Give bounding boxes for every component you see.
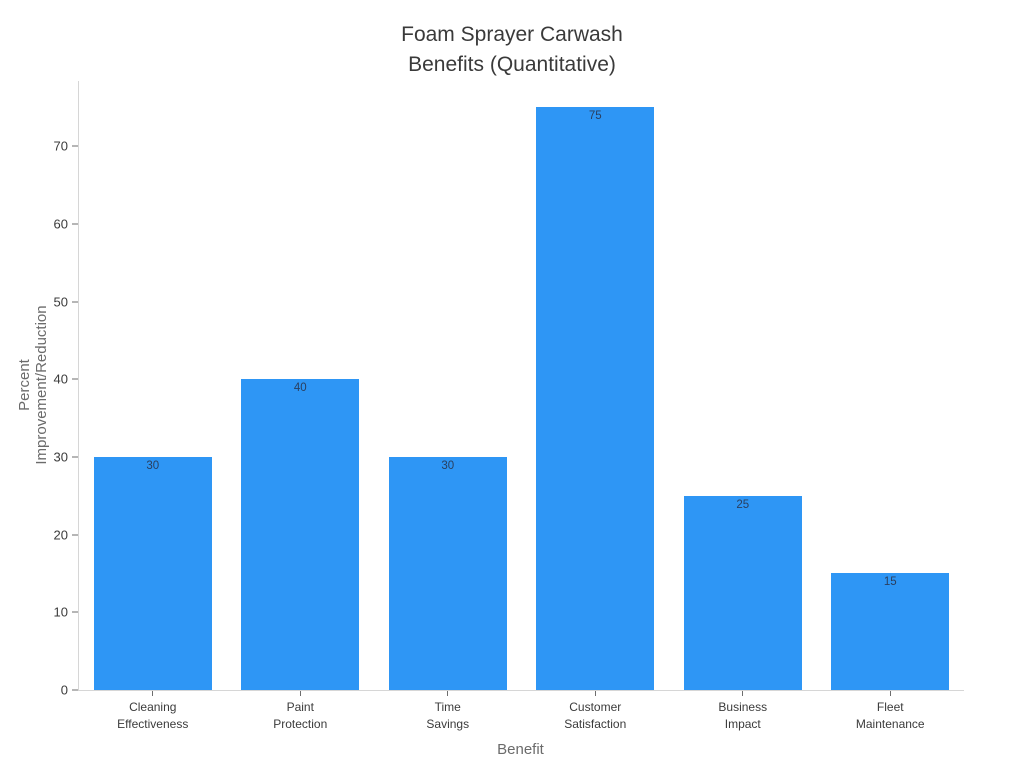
bar: 30: [93, 456, 212, 690]
y-tick-label: 20: [53, 527, 68, 543]
bar: 25: [683, 495, 802, 690]
y-tick-label: 30: [53, 449, 68, 465]
x-tick-label: Fleet Maintenance: [855, 700, 925, 731]
x-tick-label: Paint Protection: [273, 700, 328, 731]
y-tick-label: 40: [53, 371, 68, 387]
x-tick-label: Cleaning Effectiveness: [117, 700, 189, 731]
y-tick-label: 50: [53, 294, 68, 310]
x-tick-mark: [742, 691, 744, 696]
plot-area: 0 10 20 30 40 50 60 70 30 Cleaning Effectiveness 4…: [54, 81, 964, 731]
bar: 40: [241, 379, 360, 690]
y-tick-label: 10: [53, 604, 68, 620]
y-tick-mark: [72, 456, 78, 458]
x-tick-mark: [889, 691, 891, 696]
bar: 30: [388, 456, 507, 690]
bar-value-label: 15: [883, 576, 897, 589]
bar: 75: [536, 107, 655, 690]
bar-value-label: 75: [588, 110, 602, 123]
x-tick-mark: [299, 691, 301, 696]
y-tick-mark: [72, 534, 78, 536]
x-tick-label: Customer Satisfaction: [564, 700, 627, 731]
bar-value-label: 25: [736, 498, 750, 511]
bar-value-label: 40: [293, 382, 307, 395]
y-tick-mark: [72, 689, 78, 691]
y-tick-label: 0: [60, 682, 68, 698]
y-tick-mark: [72, 301, 78, 303]
x-tick-mark: [594, 691, 596, 696]
x-tick-label: Time Savings: [426, 700, 470, 731]
y-tick-label: 70: [53, 138, 68, 154]
chart-title: Foam Sprayer Carwash Benefits (Quantitat…: [401, 23, 623, 76]
y-tick-mark: [72, 611, 78, 613]
x-tick-label: Business Impact: [718, 700, 768, 731]
y-tick-label: 60: [53, 216, 68, 232]
bar-value-label: 30: [441, 459, 455, 472]
y-tick-mark: [72, 223, 78, 225]
x-axis-title: Benefit: [497, 741, 544, 758]
x-tick-mark: [152, 691, 154, 696]
y-tick-mark: [72, 145, 78, 147]
x-tick-mark: [447, 691, 449, 696]
y-tick-mark: [72, 378, 78, 380]
bar: 15: [831, 573, 950, 690]
bar-value-label: 30: [146, 459, 160, 472]
